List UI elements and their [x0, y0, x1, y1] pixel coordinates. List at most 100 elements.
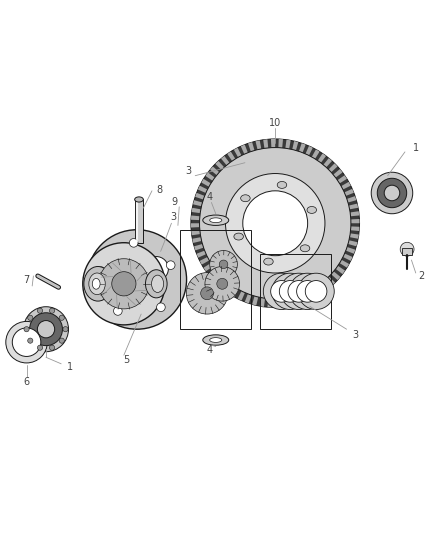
Ellipse shape	[307, 206, 317, 213]
Text: 9: 9	[172, 197, 178, 207]
Wedge shape	[213, 274, 222, 283]
Circle shape	[135, 248, 177, 289]
Circle shape	[263, 273, 300, 310]
Wedge shape	[344, 189, 354, 196]
Circle shape	[279, 280, 301, 302]
Wedge shape	[268, 298, 272, 308]
Wedge shape	[234, 148, 241, 157]
Wedge shape	[305, 146, 313, 156]
Circle shape	[243, 191, 307, 256]
Wedge shape	[309, 289, 317, 298]
Wedge shape	[285, 140, 291, 149]
Wedge shape	[231, 288, 239, 297]
Wedge shape	[350, 233, 359, 239]
Ellipse shape	[264, 258, 273, 265]
Wedge shape	[255, 140, 261, 150]
Wedge shape	[326, 277, 335, 286]
Wedge shape	[282, 298, 287, 307]
Wedge shape	[336, 266, 345, 274]
Bar	[134, 199, 143, 243]
Circle shape	[377, 178, 406, 208]
Wedge shape	[337, 175, 347, 183]
Wedge shape	[323, 158, 332, 167]
Circle shape	[298, 273, 334, 310]
Circle shape	[49, 308, 55, 313]
Wedge shape	[271, 139, 275, 148]
Circle shape	[37, 308, 42, 313]
Wedge shape	[292, 141, 298, 150]
Circle shape	[289, 273, 325, 310]
Ellipse shape	[203, 335, 229, 345]
Wedge shape	[315, 286, 323, 295]
Circle shape	[210, 251, 237, 278]
Circle shape	[157, 303, 165, 312]
Ellipse shape	[145, 270, 167, 298]
Wedge shape	[333, 169, 343, 177]
Bar	[180, 230, 251, 329]
Circle shape	[205, 266, 240, 301]
Circle shape	[113, 306, 122, 316]
Circle shape	[144, 256, 168, 281]
Circle shape	[219, 260, 228, 269]
Text: 1: 1	[413, 143, 419, 152]
Text: 1: 1	[67, 362, 73, 372]
Wedge shape	[221, 156, 230, 165]
Text: 4: 4	[206, 344, 212, 354]
Wedge shape	[208, 269, 217, 278]
Wedge shape	[191, 230, 200, 235]
Wedge shape	[200, 257, 209, 264]
Wedge shape	[349, 204, 358, 209]
Wedge shape	[252, 296, 258, 305]
Circle shape	[384, 185, 400, 201]
Circle shape	[28, 315, 33, 320]
Bar	[260, 254, 332, 329]
Wedge shape	[331, 271, 340, 280]
Ellipse shape	[234, 233, 244, 240]
Circle shape	[200, 148, 351, 299]
Text: 6: 6	[24, 377, 30, 387]
Wedge shape	[350, 211, 359, 216]
Circle shape	[63, 327, 68, 332]
Wedge shape	[192, 237, 201, 243]
Wedge shape	[350, 227, 360, 231]
Wedge shape	[343, 254, 353, 261]
Wedge shape	[339, 260, 349, 268]
Circle shape	[129, 239, 138, 247]
Wedge shape	[346, 247, 355, 254]
Wedge shape	[238, 291, 245, 301]
Circle shape	[371, 172, 413, 214]
Wedge shape	[195, 193, 205, 199]
Circle shape	[28, 338, 33, 343]
Ellipse shape	[300, 245, 310, 252]
Wedge shape	[193, 200, 202, 206]
Wedge shape	[289, 297, 295, 306]
Ellipse shape	[203, 215, 229, 225]
Wedge shape	[191, 223, 200, 228]
Wedge shape	[341, 182, 351, 190]
Wedge shape	[204, 263, 213, 271]
Wedge shape	[219, 279, 227, 288]
Wedge shape	[263, 139, 268, 148]
Circle shape	[297, 280, 318, 302]
Circle shape	[226, 174, 325, 273]
Text: 3: 3	[170, 212, 177, 222]
Wedge shape	[351, 219, 360, 223]
Text: 7: 7	[24, 276, 30, 285]
Ellipse shape	[210, 337, 222, 342]
Wedge shape	[248, 142, 254, 151]
Circle shape	[24, 306, 68, 352]
Circle shape	[59, 315, 64, 320]
Circle shape	[37, 345, 42, 350]
Ellipse shape	[134, 197, 143, 202]
Wedge shape	[312, 149, 320, 159]
Wedge shape	[347, 196, 357, 203]
Wedge shape	[215, 161, 224, 170]
Text: 5: 5	[123, 356, 129, 365]
Circle shape	[400, 243, 414, 256]
Wedge shape	[279, 139, 283, 148]
Wedge shape	[241, 144, 248, 154]
Wedge shape	[198, 185, 208, 193]
Circle shape	[12, 328, 41, 357]
Circle shape	[186, 272, 228, 314]
Text: 3: 3	[186, 166, 192, 176]
